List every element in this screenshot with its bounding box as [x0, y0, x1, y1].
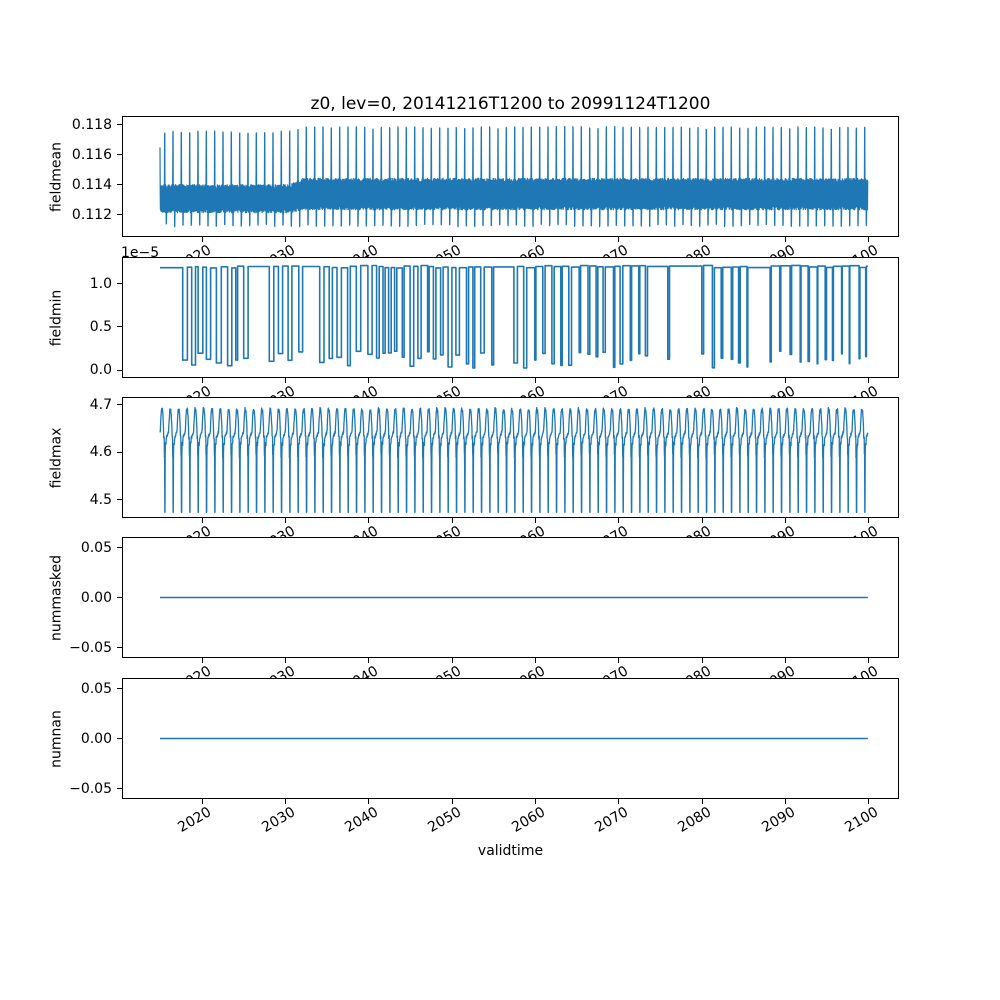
x-tick-label: 2080 — [675, 804, 715, 836]
axes-panel-fieldmax — [122, 397, 899, 518]
x-tick-mark — [451, 799, 453, 804]
x-tick-mark — [284, 518, 286, 523]
x-axis-label: validtime — [477, 843, 544, 859]
axes-panel-numnan — [122, 678, 899, 799]
x-tick-mark — [784, 237, 786, 242]
x-tick-mark — [868, 658, 870, 663]
plot-area-fieldmin — [160, 264, 868, 369]
y-tick-label: 0.00 — [80, 730, 112, 747]
y-tick-label: 4.7 — [89, 396, 112, 413]
y-tick-label: 0.116 — [71, 146, 112, 163]
x-tick-mark — [701, 378, 703, 383]
x-tick-mark — [701, 237, 703, 242]
y-tick-label: −0.05 — [69, 780, 112, 797]
y-tick-label: 4.6 — [89, 444, 112, 461]
y-axis-label-numnan: numnan — [48, 709, 65, 768]
x-tick-label: 2060 — [508, 804, 548, 836]
y-tick-label: 0.05 — [80, 680, 112, 697]
x-tick-label: 2020 — [175, 804, 215, 836]
x-tick-mark — [284, 799, 286, 804]
figure-title: z0, lev=0, 20141216T1200 to 20991124T120… — [310, 94, 711, 114]
x-tick-mark — [868, 237, 870, 242]
x-tick-mark — [201, 518, 203, 523]
y-tick-label: 0.114 — [71, 176, 112, 193]
x-tick-mark — [368, 378, 370, 383]
x-tick-mark — [368, 237, 370, 242]
x-tick-label: 2040 — [342, 804, 382, 836]
series-line-fieldmin — [160, 264, 868, 369]
plot-area-numnan — [160, 737, 868, 740]
x-tick-mark — [784, 378, 786, 383]
x-tick-mark — [701, 799, 703, 804]
x-tick-label: 2100 — [842, 804, 882, 836]
x-tick-mark — [701, 658, 703, 663]
y-tick-label: 0.00 — [80, 589, 112, 606]
series-line-fieldmax — [159, 406, 869, 513]
y-tick-label: 0.112 — [71, 206, 112, 223]
y-tick-label: 1.0 — [89, 275, 112, 292]
y-tick-label: 4.5 — [89, 491, 112, 508]
x-tick-mark — [868, 799, 870, 804]
x-tick-mark — [784, 518, 786, 523]
plot-area-fieldmean — [159, 125, 869, 228]
x-tick-mark — [368, 518, 370, 523]
x-tick-mark — [784, 658, 786, 663]
x-tick-mark — [618, 799, 620, 804]
plot-area-fieldmax — [159, 406, 869, 513]
y-tick-label: 0.05 — [80, 539, 112, 556]
x-tick-label: 2090 — [758, 804, 798, 836]
y-tick-label: −0.05 — [69, 639, 112, 656]
y-tick-label: 0.5 — [89, 318, 112, 335]
x-tick-mark — [201, 658, 203, 663]
x-tick-mark — [451, 378, 453, 383]
x-tick-mark — [534, 378, 536, 383]
x-tick-mark — [451, 518, 453, 523]
x-tick-mark — [784, 799, 786, 804]
x-tick-mark — [618, 237, 620, 242]
x-tick-label: 2030 — [258, 804, 298, 836]
x-tick-mark — [618, 658, 620, 663]
x-tick-mark — [618, 378, 620, 383]
plot-area-nummasked — [160, 596, 868, 599]
y-axis-label-nummasked: nummasked — [48, 554, 65, 641]
x-tick-mark — [868, 378, 870, 383]
x-tick-mark — [201, 378, 203, 383]
x-tick-label: 2050 — [425, 804, 465, 836]
axes-panel-fieldmean — [122, 116, 899, 237]
x-tick-mark — [618, 518, 620, 523]
x-tick-mark — [201, 799, 203, 804]
axes-panel-nummasked — [122, 537, 899, 658]
x-tick-mark — [284, 658, 286, 663]
x-tick-mark — [284, 378, 286, 383]
series-line-fieldmean — [159, 125, 869, 228]
x-tick-mark — [534, 658, 536, 663]
y-axis-label-fieldmax: fieldmax — [48, 427, 65, 488]
x-tick-mark — [701, 518, 703, 523]
x-tick-mark — [534, 237, 536, 242]
y-axis-label-fieldmean: fieldmean — [48, 141, 65, 212]
x-tick-mark — [284, 237, 286, 242]
x-tick-mark — [451, 237, 453, 242]
y-axis-label-fieldmin: fieldmin — [48, 289, 65, 346]
y-tick-label: 0.118 — [71, 116, 112, 133]
x-tick-mark — [368, 799, 370, 804]
x-tick-mark — [201, 237, 203, 242]
x-tick-mark — [368, 658, 370, 663]
x-tick-mark — [534, 518, 536, 523]
y-tick-label: 0.0 — [89, 362, 112, 379]
x-tick-mark — [534, 799, 536, 804]
x-tick-mark — [868, 518, 870, 523]
x-tick-label: 2070 — [592, 804, 632, 836]
axes-panel-fieldmin — [122, 257, 899, 378]
x-tick-mark — [451, 658, 453, 663]
